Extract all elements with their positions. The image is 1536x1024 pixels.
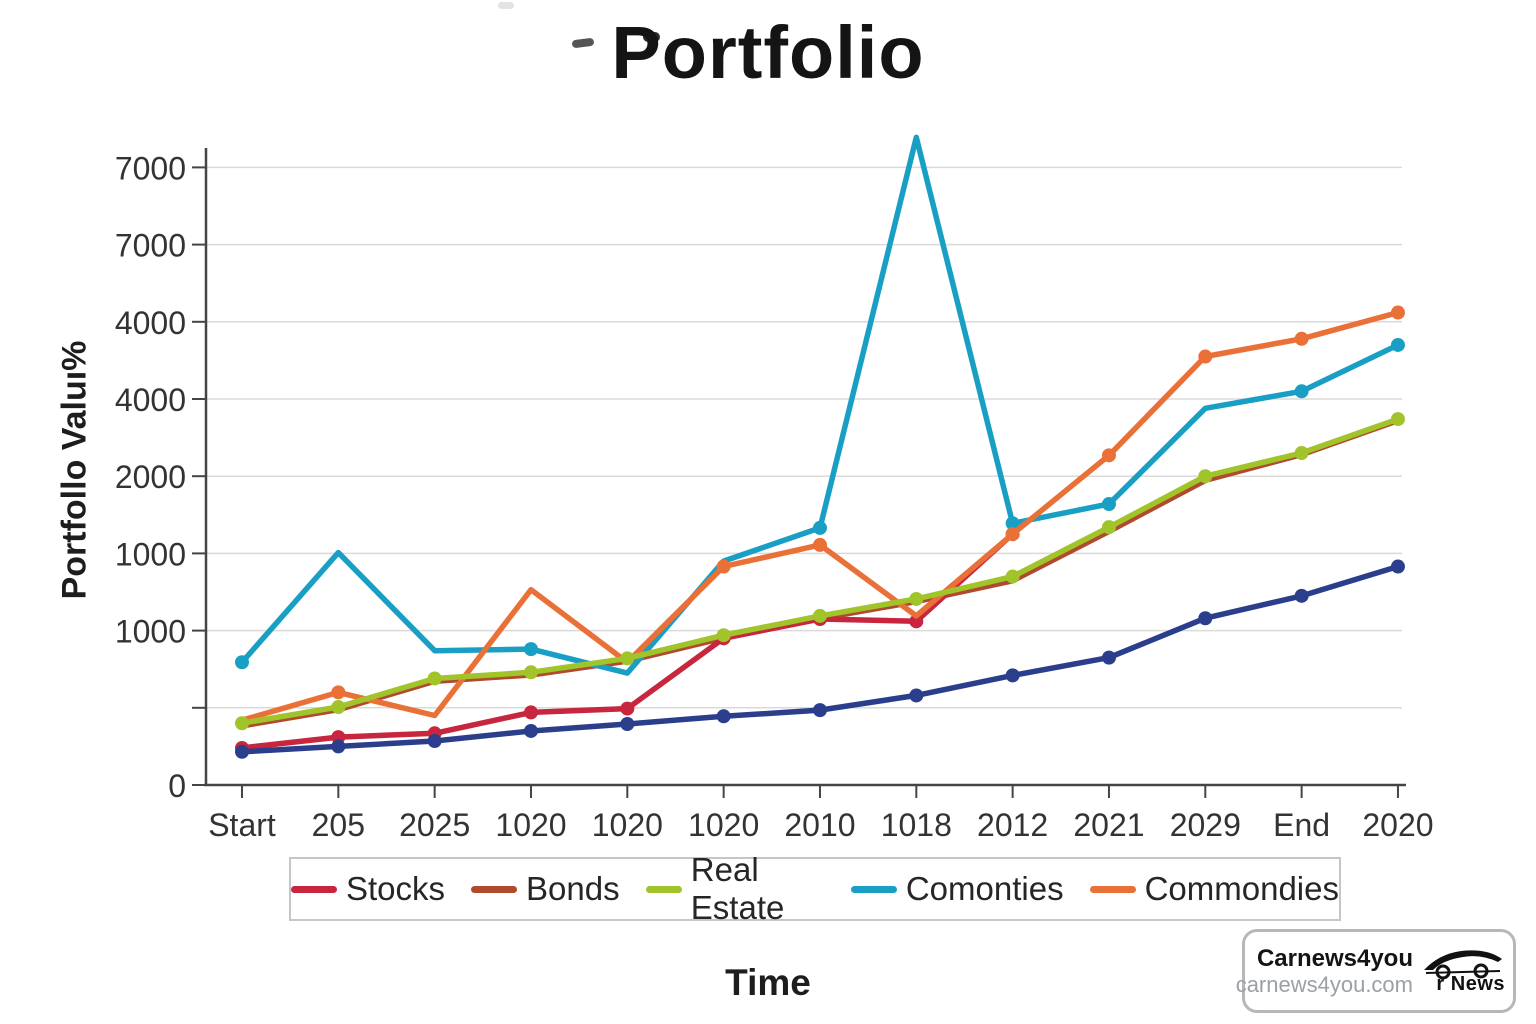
watermark-card: Carnews4you carnews4you.com r News	[1236, 929, 1516, 1013]
svg-text:Start: Start	[208, 807, 276, 843]
legend-swatch	[645, 885, 682, 893]
svg-text:2020: 2020	[1362, 807, 1433, 843]
svg-text:1000: 1000	[115, 536, 186, 572]
artifact-smudge	[643, 32, 660, 42]
svg-text:7000: 7000	[115, 150, 186, 186]
svg-text:1018: 1018	[881, 807, 952, 843]
legend-swatch	[471, 885, 518, 893]
watermark-logo-text: r News	[1436, 973, 1505, 995]
svg-text:2000: 2000	[115, 459, 186, 495]
svg-text:4000: 4000	[115, 305, 186, 341]
svg-text:2029: 2029	[1170, 807, 1241, 843]
svg-text:End: End	[1273, 807, 1330, 843]
legend-item: Comonties	[850, 870, 1064, 908]
legend-label: Commondies	[1144, 870, 1339, 907]
svg-text:1020: 1020	[592, 807, 663, 843]
svg-text:2012: 2012	[977, 807, 1048, 843]
svg-text:1020: 1020	[688, 807, 759, 843]
svg-text:2025: 2025	[399, 807, 470, 843]
legend-swatch	[291, 885, 337, 893]
legend-item: Commondies	[1089, 870, 1339, 908]
svg-text:2010: 2010	[784, 807, 855, 843]
legend-label: Real Estate	[690, 851, 785, 926]
chart-legend: Stocks Bonds Real Estate Comonties Commondie…	[289, 851, 1341, 926]
legend-item: Stocks	[291, 870, 445, 908]
svg-text:7000: 7000	[115, 228, 186, 264]
watermark-logo: r News	[1421, 946, 1505, 996]
car-icon	[1424, 950, 1502, 980]
legend-swatch	[1089, 885, 1136, 893]
legend-item: Real Estate	[645, 851, 825, 927]
legend-label: Bonds	[526, 870, 620, 907]
watermark-text-block: Carnews4you carnews4you.com	[1236, 945, 1413, 998]
chart-title: Portfolio	[611, 11, 925, 94]
legend-label: Comonties	[905, 870, 1064, 907]
watermark-brand: Carnews4you	[1256, 944, 1413, 972]
svg-text:205: 205	[312, 807, 365, 843]
x-axis-title: Time	[725, 962, 811, 1003]
svg-text:0: 0	[168, 768, 186, 804]
svg-text:4000: 4000	[115, 382, 186, 418]
legend-item: Bonds	[471, 870, 620, 908]
legend-swatch	[850, 885, 897, 893]
svg-text:2021: 2021	[1073, 807, 1144, 843]
artifact-smudge	[498, 2, 514, 9]
svg-text:1020: 1020	[495, 807, 566, 843]
svg-text:1000: 1000	[115, 614, 186, 650]
watermark-url: carnews4you.com	[1235, 972, 1413, 998]
legend-label: Stocks	[346, 870, 446, 907]
